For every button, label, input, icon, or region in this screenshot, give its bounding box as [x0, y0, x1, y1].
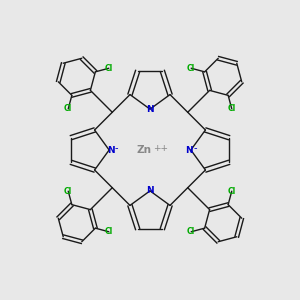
- Text: N: N: [107, 146, 115, 154]
- Text: N: N: [185, 146, 193, 154]
- Text: Cl: Cl: [228, 187, 236, 196]
- Text: Zn: Zn: [137, 145, 152, 155]
- Text: Cl: Cl: [64, 104, 72, 113]
- Text: ++: ++: [153, 144, 168, 153]
- Text: Cl: Cl: [187, 227, 195, 236]
- Text: Cl: Cl: [105, 64, 113, 73]
- Text: Cl: Cl: [187, 64, 195, 73]
- Text: Cl: Cl: [64, 187, 72, 196]
- Text: -: -: [193, 143, 197, 154]
- Text: N: N: [146, 105, 154, 114]
- Text: Cl: Cl: [105, 227, 113, 236]
- Text: Cl: Cl: [228, 104, 236, 113]
- Text: N: N: [146, 186, 154, 195]
- Text: -: -: [115, 143, 118, 154]
